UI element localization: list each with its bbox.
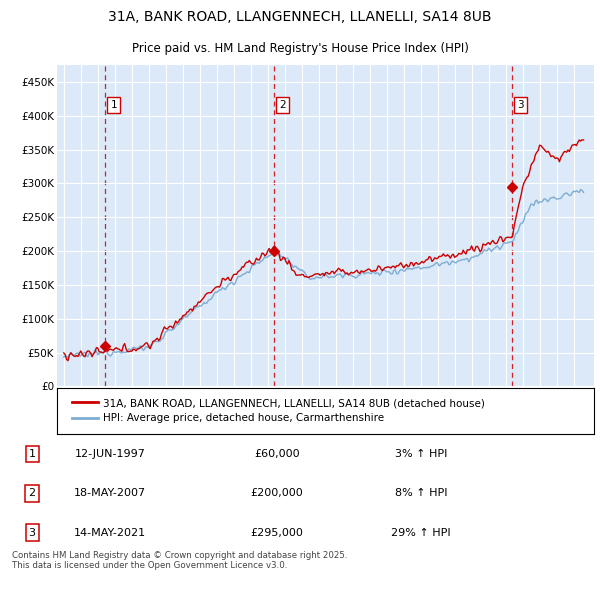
Text: Price paid vs. HM Land Registry's House Price Index (HPI): Price paid vs. HM Land Registry's House … <box>131 42 469 55</box>
Text: 2: 2 <box>29 489 36 499</box>
Text: 3: 3 <box>29 527 35 537</box>
Text: 2: 2 <box>279 100 286 110</box>
Text: Contains HM Land Registry data © Crown copyright and database right 2025.
This d: Contains HM Land Registry data © Crown c… <box>12 551 347 570</box>
Text: £295,000: £295,000 <box>251 527 304 537</box>
Text: £60,000: £60,000 <box>254 450 300 460</box>
Text: 3% ↑ HPI: 3% ↑ HPI <box>395 450 447 460</box>
Text: 8% ↑ HPI: 8% ↑ HPI <box>395 489 447 499</box>
Text: £200,000: £200,000 <box>251 489 304 499</box>
Text: 12-JUN-1997: 12-JUN-1997 <box>74 450 145 460</box>
Text: 3: 3 <box>517 100 524 110</box>
Text: 18-MAY-2007: 18-MAY-2007 <box>74 489 146 499</box>
Text: 1: 1 <box>29 450 35 460</box>
Legend: 31A, BANK ROAD, LLANGENNECH, LLANELLI, SA14 8UB (detached house), HPI: Average p: 31A, BANK ROAD, LLANGENNECH, LLANELLI, S… <box>68 394 489 427</box>
Text: 1: 1 <box>110 100 117 110</box>
Text: 29% ↑ HPI: 29% ↑ HPI <box>391 527 451 537</box>
Text: 14-MAY-2021: 14-MAY-2021 <box>74 527 146 537</box>
Text: 31A, BANK ROAD, LLANGENNECH, LLANELLI, SA14 8UB: 31A, BANK ROAD, LLANGENNECH, LLANELLI, S… <box>108 10 492 24</box>
